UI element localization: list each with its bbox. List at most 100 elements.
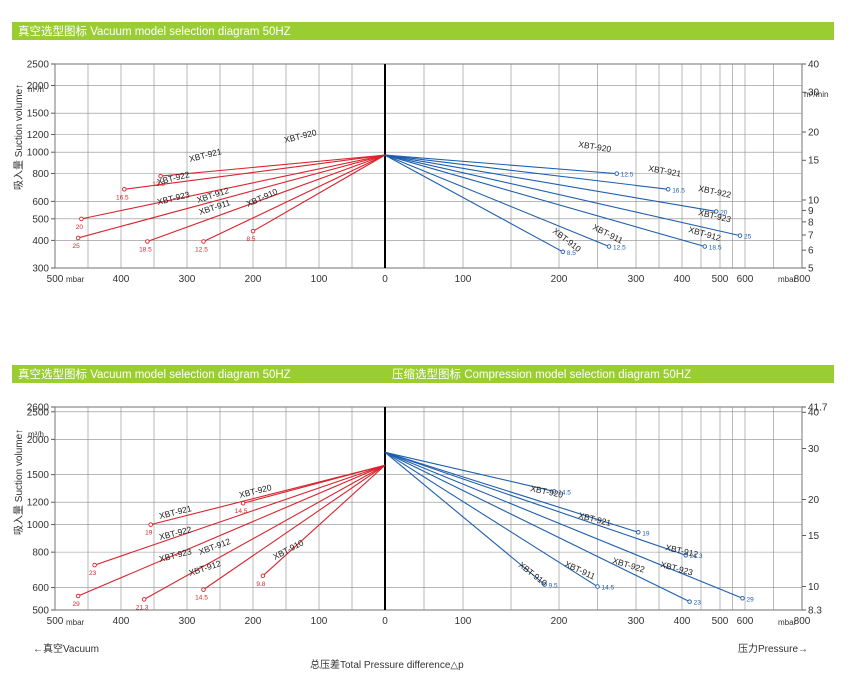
bottom-banner-vacuum-title: 真空选型图标 Vacuum model selection diagram 50… <box>18 367 291 381</box>
compression-endpoint-label: 9.5 <box>549 583 558 590</box>
y-tick-label-left: 2000 <box>27 81 50 92</box>
y-tick-label-left: 1200 <box>27 498 50 509</box>
x-tick-label-right: 300 <box>628 274 645 285</box>
y-tick-label-left: 1200 <box>27 130 50 141</box>
x-tick-label-left: 0 <box>382 274 388 285</box>
bottom-banner-compression-title: 压缩选型图标 Compression model selection diagr… <box>392 367 691 381</box>
y-tick-label-left: 2000 <box>27 435 50 446</box>
x-tick-label-right: 600 <box>737 274 754 285</box>
compression-series-line <box>384 154 669 190</box>
y-tick-label-right: 10 <box>808 582 820 593</box>
compression-series-endpoint <box>683 552 689 558</box>
y-tick-label-left: 1500 <box>27 470 50 481</box>
y-tick-label-left: 500 <box>32 214 49 225</box>
vacuum-series-line <box>150 464 386 526</box>
vacuum-series-line <box>203 464 386 591</box>
x-tick-label-right: 200 <box>551 616 568 627</box>
compression-endpoint-label: 19 <box>642 530 650 537</box>
y-tick-label-left: 500 <box>32 606 49 617</box>
vacuum-series-line <box>77 154 386 239</box>
vacuum-endpoint-label: 8.5 <box>246 236 255 243</box>
suction-volume-label-bottom: 吸入量 Suction volume↑ <box>13 429 25 535</box>
x-tick-label-right: 500 <box>712 274 729 285</box>
vacuum-series-line <box>81 154 386 220</box>
unit-mbar-left-bottom: mbar <box>66 618 85 627</box>
vacuum-series-endpoint <box>79 216 84 222</box>
y-tick-label-right: 20 <box>808 495 820 506</box>
x-tick-label-left: 100 <box>311 274 328 285</box>
vacuum-series-endpoint <box>75 235 81 241</box>
compression-series-line <box>384 451 690 603</box>
bottom-banner <box>12 365 834 383</box>
y-tick-label-right: 40 <box>808 60 820 71</box>
y-tick-label-right: 8.3 <box>808 606 822 617</box>
vacuum-series-name: XBT-921 <box>188 146 223 164</box>
bottom-chart-panel: 5006008001000120015002000250026008.31015… <box>27 403 828 628</box>
x-tick-label-left: 300 <box>179 274 196 285</box>
vacuum-series-line <box>252 154 386 232</box>
x-tick-label-left: 400 <box>113 616 130 627</box>
y-tick-label-left: 1000 <box>27 520 50 531</box>
compression-series-endpoint <box>687 599 692 604</box>
vacuum-series-line <box>124 154 386 190</box>
x-tick-label-left: 500 <box>47 616 64 627</box>
compression-series-line <box>384 451 598 587</box>
y-tick-label-left: 600 <box>32 197 49 208</box>
vacuum-endpoint-label: 23 <box>89 570 97 577</box>
vacuum-series-line <box>160 154 386 177</box>
top-banner-title: 真空选型图标 Vacuum model selection diagram 50… <box>18 24 291 38</box>
y-tick-label-left: 2500 <box>27 60 50 71</box>
vacuum-series-endpoint <box>75 593 81 599</box>
compression-series-name: XBT-923 <box>659 559 694 577</box>
x-tick-label-left: 300 <box>179 616 196 627</box>
y-tick-label-left: 1000 <box>27 148 50 159</box>
compression-endpoint-label: 16.5 <box>672 187 685 194</box>
compression-series-endpoint <box>614 171 620 176</box>
vacuum-endpoint-label: 14.5 <box>195 595 208 602</box>
compression-series-line <box>384 154 741 237</box>
unit-m3h-bottom: m³/h <box>28 430 44 439</box>
x-tick-label-left: 500 <box>47 274 64 285</box>
y-tick-label-left: 1500 <box>27 109 50 120</box>
vacuum-series-line <box>143 464 386 600</box>
compression-series-line <box>384 154 717 212</box>
compression-series-endpoint <box>702 244 708 249</box>
x-tick-label-right: 400 <box>674 616 691 627</box>
unit-mbar-right-top: mbar <box>778 275 797 284</box>
y-tick-label-right: 40 <box>808 408 820 419</box>
compression-series-line <box>384 154 617 175</box>
compression-series-line <box>384 451 639 533</box>
x-tick-label-right: 600 <box>737 616 754 627</box>
compression-series-endpoint <box>595 584 600 589</box>
vacuum-endpoint-label: 20 <box>76 224 84 231</box>
compression-series-endpoint <box>551 489 557 494</box>
unit-m3h-top: m³/h <box>28 85 44 94</box>
compression-series-endpoint <box>740 596 745 601</box>
compression-series-endpoint <box>560 249 566 255</box>
vacuum-series-endpoint <box>92 562 97 568</box>
compression-series-endpoint <box>636 530 641 535</box>
vacuum-series-endpoint <box>141 597 147 602</box>
vacuum-series-name: XBT-923 <box>158 546 193 564</box>
vacuum-endpoint-label: 12.5 <box>195 247 208 254</box>
top-banner <box>12 22 834 40</box>
compression-series-name: XBT-911 <box>591 222 625 246</box>
x-tick-label-left: 200 <box>245 274 262 285</box>
y-tick-label-right: 15 <box>808 531 820 542</box>
compression-series-line <box>384 154 564 253</box>
y-tick-label-right: 7 <box>808 230 814 241</box>
footer-total-pressure-difference: 总压差Total Pressure difference△p <box>310 658 464 671</box>
y-tick-label-left: 800 <box>32 548 49 559</box>
unit-m3min-top: m³/min <box>804 90 828 99</box>
y-tick-label-right: 41.7 <box>808 403 828 414</box>
compression-series-line <box>384 451 686 556</box>
y-tick-label-right: 20 <box>808 128 820 139</box>
y-tick-label-right: 30 <box>808 444 820 455</box>
compression-endpoint-label: 12.5 <box>621 172 634 179</box>
compression-endpoint-label: 8.5 <box>567 250 576 257</box>
vacuum-endpoint-label: 9.8 <box>256 581 265 588</box>
vacuum-series-name: XBT-912 <box>188 558 223 578</box>
y-tick-label-left: 800 <box>32 169 49 180</box>
vacuum-series-name: XBT-922 <box>156 169 191 187</box>
x-tick-label-right: 100 <box>455 274 472 285</box>
